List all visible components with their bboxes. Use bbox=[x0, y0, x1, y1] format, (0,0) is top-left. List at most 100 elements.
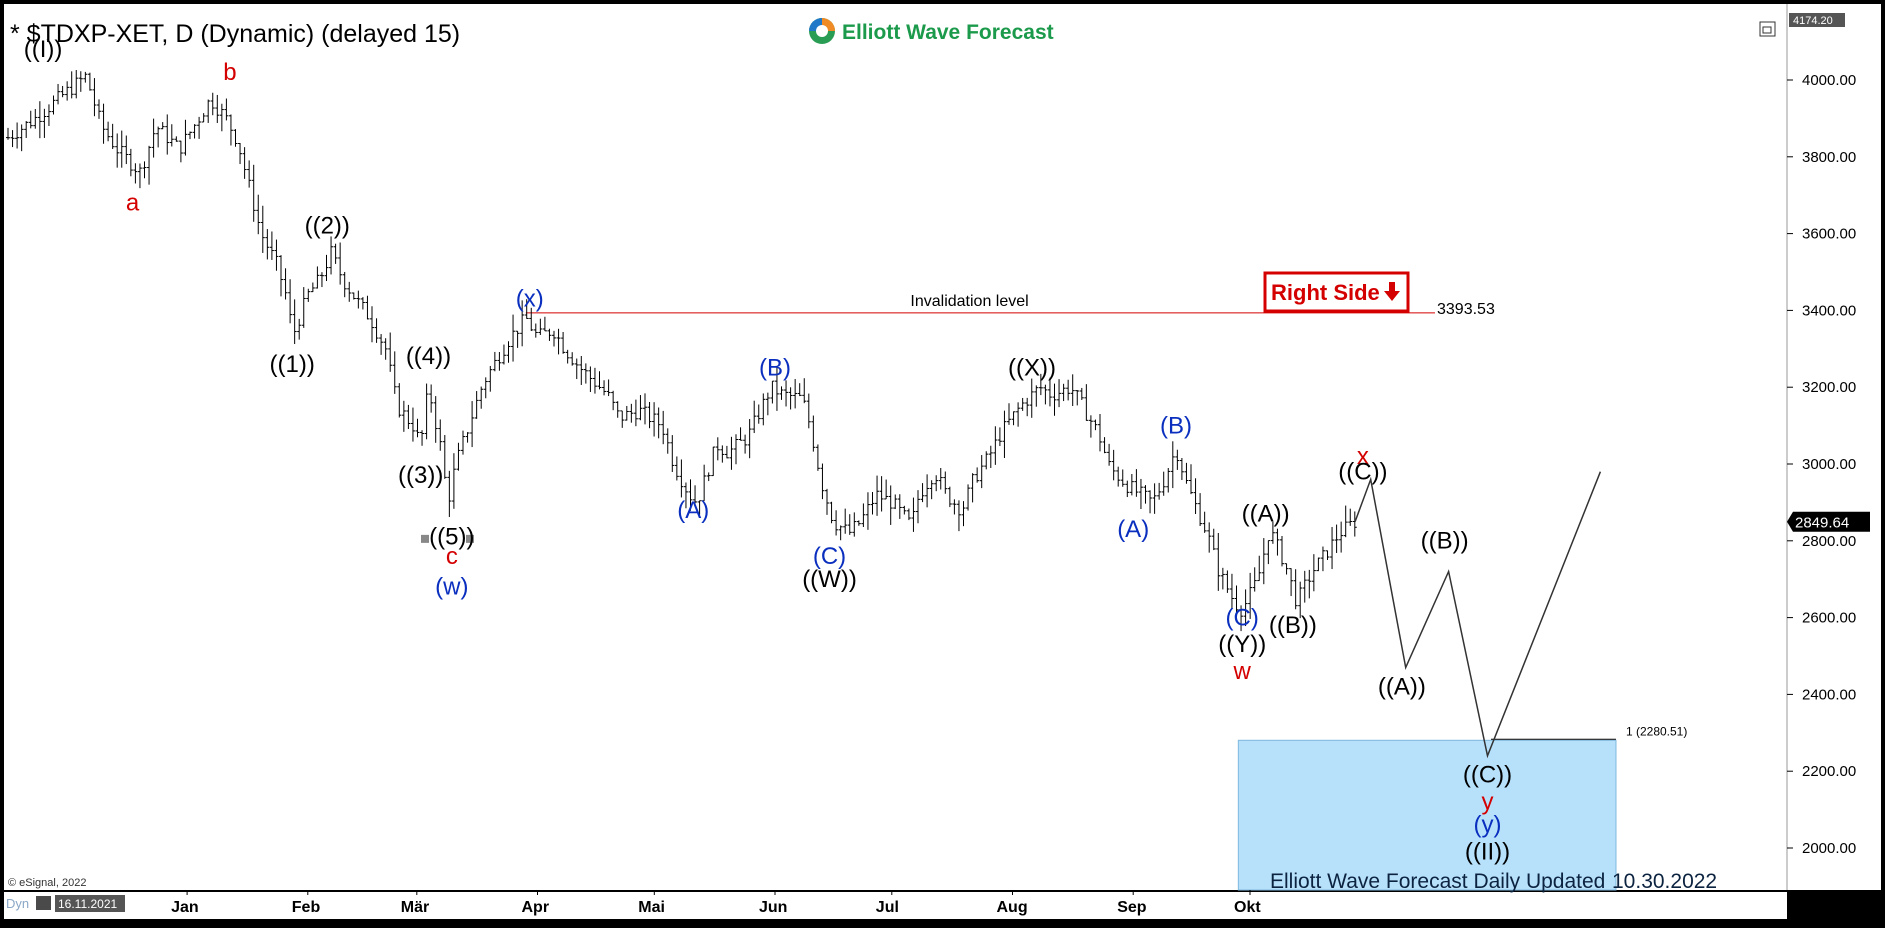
price-bar bbox=[1225, 570, 1230, 593]
wave-label: ((3)) bbox=[398, 462, 443, 489]
x-tick-label: Jan bbox=[171, 899, 199, 916]
price-bar bbox=[374, 318, 379, 343]
copyright: © eSignal, 2022 bbox=[8, 877, 86, 889]
price-bar bbox=[643, 393, 647, 425]
price-bar bbox=[615, 401, 620, 418]
price-bar bbox=[997, 427, 1002, 447]
settings-toggle[interactable] bbox=[36, 896, 51, 910]
x-tick-label: Aug bbox=[997, 899, 1028, 916]
price-bar bbox=[1202, 511, 1207, 533]
target-zone-box bbox=[1237, 739, 1617, 891]
price-bar bbox=[383, 338, 388, 360]
price-bar bbox=[74, 70, 79, 99]
price-bar bbox=[1193, 478, 1198, 515]
low-marker-right bbox=[466, 534, 474, 543]
price-bar bbox=[952, 499, 957, 515]
price-bar bbox=[520, 300, 525, 347]
start-date-badge bbox=[55, 895, 125, 912]
price-bar bbox=[306, 288, 311, 302]
price-bar bbox=[902, 505, 907, 515]
price-bar bbox=[929, 480, 934, 500]
target-zone-label: 1 (2280.51) bbox=[1626, 724, 1687, 738]
price-bar bbox=[1170, 441, 1175, 489]
price-bar bbox=[160, 122, 165, 130]
price-bar bbox=[247, 160, 252, 188]
price-bar bbox=[834, 510, 839, 536]
price-bar bbox=[511, 314, 516, 362]
projection-line bbox=[1354, 471, 1602, 759]
price-bar bbox=[1129, 473, 1134, 496]
price-bar bbox=[793, 379, 798, 409]
price-bar bbox=[1348, 508, 1353, 526]
price-bar bbox=[87, 72, 92, 91]
price-bar bbox=[838, 525, 843, 541]
brand-logo[interactable]: Elliott Wave Forecast bbox=[809, 18, 1054, 44]
price-bar bbox=[815, 444, 820, 471]
price-bar bbox=[602, 380, 607, 396]
price-bar bbox=[1047, 377, 1052, 407]
price-bar bbox=[1284, 563, 1289, 575]
price-bar bbox=[870, 492, 875, 515]
price-bar bbox=[1043, 384, 1048, 405]
price-bar bbox=[1029, 378, 1034, 418]
price-bar bbox=[802, 378, 807, 404]
price-bar bbox=[1207, 522, 1212, 553]
price-bar bbox=[529, 307, 534, 332]
price-axis: 2000.00 2200.00 2400.00 2600.00 2800.00 3000.… bbox=[1787, 13, 1870, 857]
price-bar bbox=[1052, 383, 1057, 416]
price-bar bbox=[1007, 403, 1011, 425]
price-bar bbox=[1334, 524, 1339, 553]
price-bar bbox=[679, 459, 684, 498]
low-marker-left bbox=[421, 534, 429, 543]
price-bar bbox=[752, 400, 757, 434]
right-side-label: Right Side bbox=[1271, 280, 1380, 305]
price-bar bbox=[233, 129, 238, 147]
price-bar bbox=[1034, 385, 1039, 407]
right-side-badge-frame bbox=[1263, 271, 1410, 313]
price-bar bbox=[301, 287, 306, 328]
price-bar bbox=[633, 399, 638, 427]
price-bar bbox=[524, 299, 529, 319]
price-bar bbox=[115, 133, 120, 168]
price-bar bbox=[843, 508, 848, 534]
last-price-badge bbox=[1787, 511, 1870, 532]
price-bar bbox=[415, 418, 420, 438]
price-bar bbox=[470, 401, 475, 448]
price-bar bbox=[119, 130, 124, 168]
maximize-button[interactable] bbox=[1759, 21, 1776, 37]
price-bar bbox=[60, 85, 65, 98]
price-bar bbox=[137, 163, 142, 189]
price-bar bbox=[442, 435, 447, 479]
price-bar bbox=[483, 377, 488, 399]
price-bar bbox=[447, 470, 452, 517]
price-bar bbox=[492, 351, 497, 372]
price-bar bbox=[656, 407, 661, 439]
price-bar bbox=[1161, 471, 1166, 496]
price-bar bbox=[1211, 528, 1216, 551]
price-bar bbox=[1093, 419, 1098, 431]
wave-label: (C) bbox=[813, 543, 846, 570]
price-bar bbox=[461, 430, 465, 455]
price-bar bbox=[966, 484, 971, 511]
price-bar bbox=[1061, 383, 1066, 402]
price-bar bbox=[292, 299, 297, 345]
price-bar bbox=[747, 419, 752, 459]
price-bar bbox=[1166, 468, 1171, 493]
price-bar bbox=[1016, 402, 1021, 427]
price-bar bbox=[606, 379, 611, 397]
start-date-text: 16.11.2021 bbox=[58, 897, 117, 911]
time-axis-panel bbox=[4, 892, 1787, 919]
price-bar bbox=[242, 147, 247, 179]
price-bar bbox=[124, 135, 129, 165]
wave-label: ((W)) bbox=[802, 566, 857, 593]
price-bar bbox=[925, 474, 930, 508]
price-bar bbox=[1120, 469, 1125, 487]
price-bar bbox=[1098, 413, 1102, 452]
wave-label: ((5)) bbox=[429, 524, 474, 551]
price-bar bbox=[438, 419, 443, 451]
wave-label: (B) bbox=[1160, 412, 1192, 439]
invalidation-label: Invalidation level bbox=[910, 293, 1028, 310]
price-bar bbox=[297, 318, 302, 340]
price-bar bbox=[1116, 466, 1121, 487]
price-bar bbox=[1261, 538, 1266, 585]
